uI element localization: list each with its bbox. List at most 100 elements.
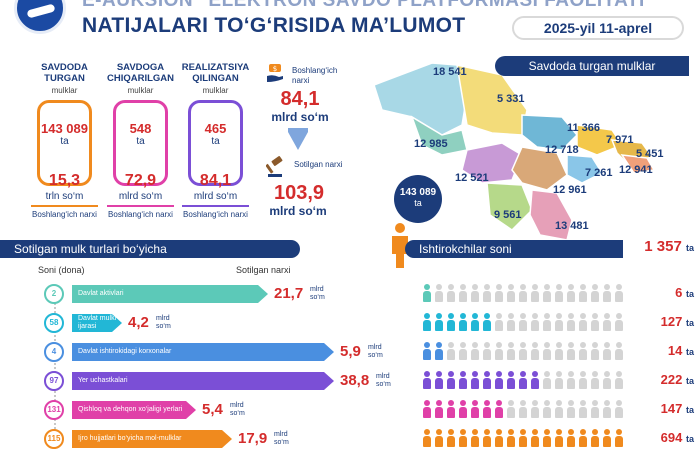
person-icon: [470, 429, 480, 447]
person-icon: [602, 371, 612, 389]
person-icon: [458, 429, 468, 447]
participants-row: [422, 400, 624, 418]
stat-underline: [31, 205, 98, 207]
person-icon: [494, 400, 504, 418]
person-icon: [590, 429, 600, 447]
person-icon: [494, 342, 504, 360]
type-label: Davlat aktivlari: [78, 290, 124, 297]
person-icon: [506, 313, 516, 331]
person-icon: [578, 429, 588, 447]
person-icon: [590, 371, 600, 389]
stat-title: SAVDOGA CHIQARILGAN: [106, 62, 175, 84]
person-icon: [494, 371, 504, 389]
sold-price-label: Sotilgan narxi: [294, 160, 343, 169]
type-unit: mlrd so‘m: [376, 373, 391, 388]
person-icon: [389, 222, 411, 268]
person-icon: [470, 284, 480, 302]
person-icon: [434, 284, 444, 302]
stat-price-unit: mlrd so‘m: [118, 191, 163, 202]
person-icon: [470, 371, 480, 389]
person-icon: [470, 313, 480, 331]
type-unit: mlrd so‘m: [368, 344, 383, 359]
person-icon: [422, 313, 432, 331]
person-icon: [458, 342, 468, 360]
person-icon: [590, 400, 600, 418]
stat-subtitle: mulklar: [51, 86, 78, 95]
person-icon: [542, 313, 552, 331]
person-icon: [554, 429, 564, 447]
person-icon: [518, 284, 528, 302]
region-value: 11 366: [567, 122, 601, 134]
stat-card-unit: ta: [211, 136, 220, 147]
region-value: 18 541: [433, 66, 467, 78]
person-icon: [506, 429, 516, 447]
stat-card: 548 ta: [113, 100, 168, 186]
type-count: 97: [44, 371, 64, 391]
sold-price-value: 103,9: [273, 182, 325, 204]
person-icon: [482, 429, 492, 447]
person-icon: [542, 342, 552, 360]
start-price-value: 84,1: [280, 88, 320, 110]
types-section-header: Sotilgan mulk turlari bo‘yicha: [0, 240, 300, 258]
page-title: NATIJALARI TO‘G‘RISIDA MA’LUMOT: [82, 14, 466, 37]
person-icon: [470, 400, 480, 418]
person-icon: [434, 429, 444, 447]
stat-card: 143 089 ta: [37, 100, 92, 186]
person-icon: [590, 284, 600, 302]
participants-row: [422, 371, 624, 389]
person-icon: [614, 429, 624, 447]
map-total-value: 143 089: [399, 187, 437, 198]
type-bar: Davlat aktivlari: [72, 285, 268, 303]
participants-value: 14 ta: [667, 343, 694, 358]
person-icon: [434, 313, 444, 331]
type-value: 5,4: [202, 401, 223, 418]
gavel-icon: [265, 156, 286, 178]
region-value: 13 481: [555, 220, 589, 232]
type-label: Davlat ishtirokidagi korxonalar: [78, 348, 172, 355]
type-label: Ijro hujjatlari bo‘yicha mol-mulklar: [78, 435, 182, 442]
participants-row: [422, 313, 624, 331]
person-icon: [530, 284, 540, 302]
map-title: Savdoda turgan mulklar: [495, 56, 689, 76]
type-bar: Qishloq va dehqon xo‘jaligi yerlari: [72, 401, 196, 419]
participants-row: [422, 284, 624, 302]
person-icon: [566, 400, 576, 418]
person-icon: [446, 371, 456, 389]
person-icon: [518, 342, 528, 360]
stat-subtitle: mulklar: [202, 86, 229, 95]
region-value: 7 261: [585, 167, 613, 179]
person-icon: [434, 371, 444, 389]
person-icon: [602, 400, 612, 418]
person-icon: [518, 371, 528, 389]
person-icon: [578, 284, 588, 302]
stat-price-unit: mlrd so‘m: [193, 191, 238, 202]
region-value: 12 961: [553, 184, 587, 196]
date-badge: 2025-yil 11-aprel: [512, 16, 684, 40]
arrow-down-icon: [282, 128, 314, 152]
person-icon: [482, 313, 492, 331]
person-icon: [458, 284, 468, 302]
person-icon: [542, 371, 552, 389]
person-icon: [482, 284, 492, 302]
person-icon: [578, 342, 588, 360]
participants-row: [422, 342, 624, 360]
stat-price-label: Boshlang‘ich narxi: [32, 210, 97, 219]
stat-price-value: 72,9: [124, 172, 157, 189]
participants-value: 222 ta: [660, 372, 694, 387]
person-icon: [566, 284, 576, 302]
person-icon: [470, 342, 480, 360]
person-icon: [566, 429, 576, 447]
person-icon: [554, 284, 564, 302]
person-icon: [446, 313, 456, 331]
type-bar: Yer uchastkalari: [72, 372, 334, 390]
start-price-label: Boshlang‘ich narxi: [292, 66, 338, 85]
participants-section-header: Ishtirokchilar soni: [405, 240, 623, 258]
money-hand-icon: $: [265, 62, 285, 84]
person-icon: [494, 429, 504, 447]
person-icon: [602, 429, 612, 447]
region-value: 5 451: [636, 148, 664, 160]
type-count: 115: [44, 429, 64, 449]
stat-card-unit: ta: [136, 136, 145, 147]
region-value: 12 718: [545, 144, 579, 156]
person-icon: [422, 371, 432, 389]
